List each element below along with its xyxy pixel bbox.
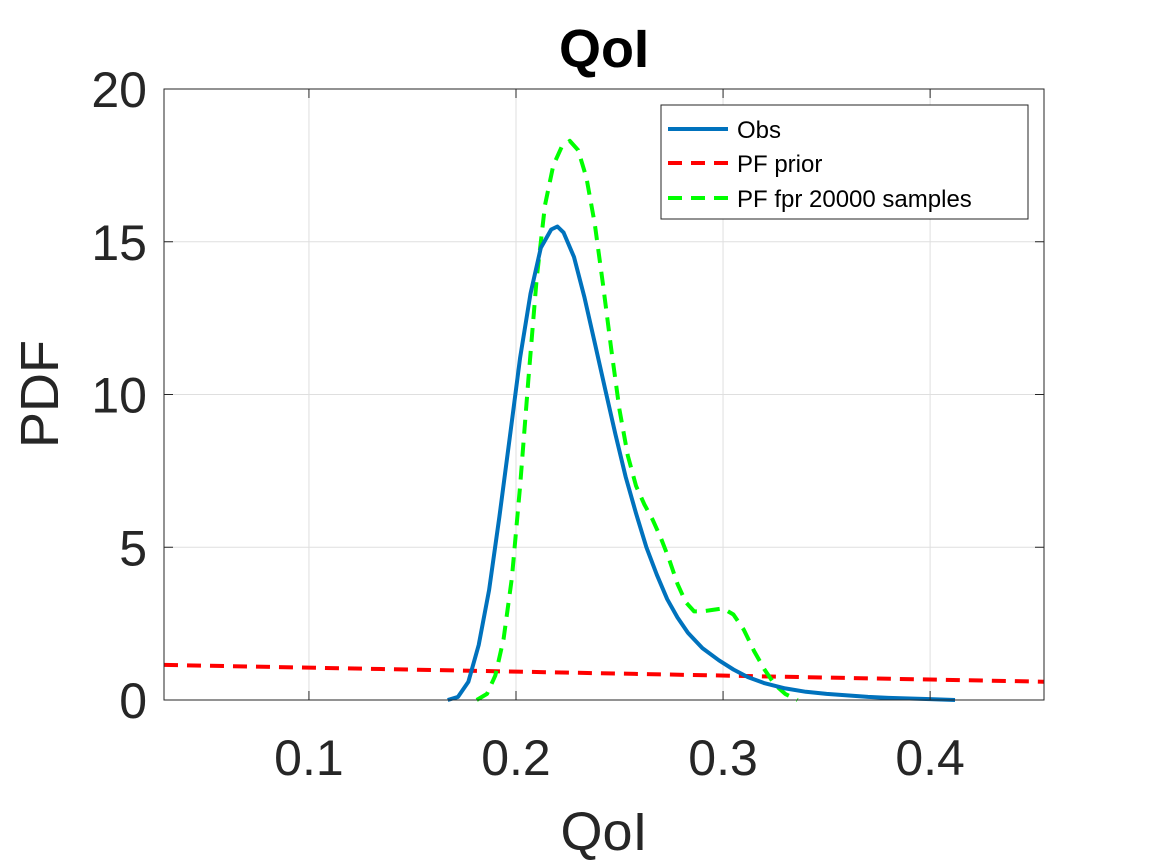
legend-label-pf-prior: PF prior	[737, 151, 822, 178]
tick-layer	[164, 88, 1044, 701]
y-tick-label: 20	[91, 62, 147, 118]
y-tick-label: 0	[119, 673, 147, 729]
series-line-obs	[447, 224, 956, 702]
y-tick-label: 10	[91, 368, 147, 424]
chart-title: QoI	[559, 19, 649, 79]
x-tick-label: 0.3	[688, 730, 758, 786]
x-axis-label: QoI	[560, 802, 647, 862]
series-layer	[163, 138, 1045, 702]
y-tick-label: 15	[91, 215, 147, 271]
x-tick-label: 0.4	[895, 730, 965, 786]
y-tick-label: 5	[119, 520, 147, 576]
x-tick-label: 0.2	[481, 730, 551, 786]
x-tick-label: 0.1	[274, 730, 344, 786]
series-line-pf-fpr-20000-samples	[475, 138, 799, 702]
y-axis-label: PDF	[10, 340, 70, 448]
legend: Obs PF prior PF fpr 20000 samples	[660, 104, 1029, 220]
y-tick-labels: 0 5 10 15 20	[91, 62, 147, 729]
legend-label-obs: Obs	[737, 117, 781, 144]
series-line-pf-prior	[163, 662, 1045, 684]
legend-label-pf-samples: PF fpr 20000 samples	[737, 186, 972, 213]
x-tick-labels: 0.1 0.2 0.3 0.4	[274, 730, 965, 786]
